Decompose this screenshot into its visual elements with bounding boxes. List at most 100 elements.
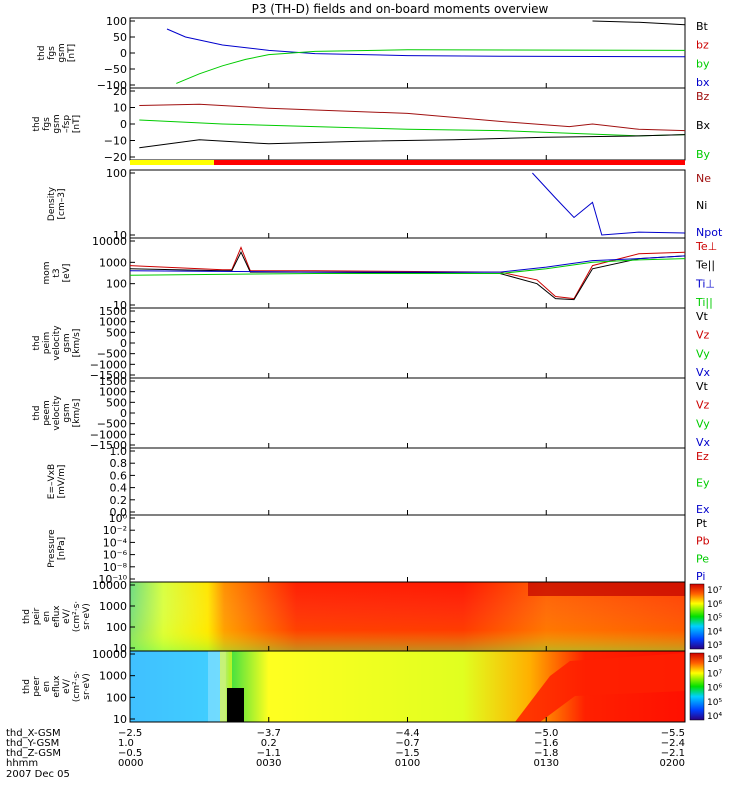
y-tick-label: 10000 — [92, 235, 127, 248]
y-axis-label-line: eflux — [52, 675, 62, 698]
y-tick-label: 10⁻⁸ — [103, 561, 128, 574]
colorbar — [689, 583, 705, 650]
y-tick-label: −100 — [97, 79, 127, 92]
y-axis-label-line: velocity — [52, 395, 62, 431]
colorbar-tick-label: 10⁷ — [707, 586, 722, 596]
y-tick-label: 10 — [113, 229, 127, 242]
legend-entry: Te⊥ — [695, 240, 717, 253]
panel-4: 10000 1000 100 10 mom t3 [eV] Te⊥ Te|| Ti⊥ Ti|| — [42, 235, 717, 312]
y-tick-label: 10⁻¹⁰ — [98, 573, 127, 586]
y-axis-label-line: sr·eV) — [82, 673, 92, 699]
colorbar-tick-label: 10⁵ — [707, 698, 722, 708]
legend-entry: Vt — [696, 380, 709, 393]
y-tick-label: 10 — [113, 299, 127, 312]
y-tick-label: −1000 — [90, 428, 127, 441]
colorbar-tick-label: 10⁵ — [707, 614, 722, 624]
y-axis-label: thd fgs gsm [nT] — [37, 43, 77, 62]
time-axis-value: 0000 — [118, 758, 143, 769]
legend-entry: Vt — [696, 310, 709, 323]
legend-entry: bz — [696, 39, 709, 52]
y-tick-label: 0 — [120, 337, 127, 350]
time-axis-value: −3.7 — [257, 728, 281, 739]
y-axis-label-line: [cm–3] — [57, 189, 67, 220]
y-axis-label-line: eV/ — [62, 608, 72, 624]
y-axis-label-line: E=–VxB — [47, 464, 57, 499]
y-axis-label-line: mom — [42, 261, 52, 284]
legend-entry: Vz — [696, 329, 710, 342]
colorbar-tick-label: 10⁷ — [707, 669, 722, 679]
y-axis-label-line: gsm — [57, 43, 67, 62]
y-tick-label: 50 — [113, 31, 127, 44]
y-tick-label: 500 — [106, 396, 127, 409]
colorbar-tick-label: 10⁸ — [707, 655, 722, 665]
legend-entry: Bt — [696, 20, 709, 33]
series-line-Bz — [139, 103, 686, 132]
y-axis-label-line: (cm²·s· — [72, 601, 82, 632]
colorbar-tick-label: 10⁶ — [707, 684, 722, 694]
y-tick-label: 100 — [106, 691, 127, 704]
legend-entry: Pt — [696, 517, 708, 530]
y-axis-label: thd peer en eflux eV/(cm²·s· sr·eV) — [22, 671, 92, 702]
y-tick-label: 100 — [106, 621, 127, 634]
series-line-Ti⊥ — [129, 255, 686, 273]
y-tick-label: 10⁻² — [103, 524, 127, 537]
legend-entry: Vx — [696, 436, 711, 449]
legend-entry: Ex — [696, 503, 710, 516]
legend-entry: by — [696, 57, 710, 70]
y-tick-label: 100 — [106, 15, 127, 28]
legend-entry: Bz — [696, 90, 710, 103]
mode-bar-yellow — [130, 160, 214, 165]
time-axis-value: 0100 — [395, 758, 420, 769]
mode-status-bar — [130, 160, 685, 165]
y-tick-label: 100 — [106, 167, 127, 180]
legend-entry: Pb — [696, 535, 710, 548]
y-tick-label: 10000 — [92, 579, 127, 592]
y-tick-label: 1500 — [99, 305, 127, 318]
y-tick-label: −1500 — [90, 369, 127, 382]
y-tick-label: 10 — [113, 713, 127, 726]
y-tick-label: 0.6 — [110, 469, 128, 482]
y-tick-label: 10⁻⁴ — [103, 536, 128, 549]
panel-10: 10⁸ 10⁷ 10⁶ 10⁵ 10⁴ 10000 1000 100 10 thd peer en ef… — [22, 648, 722, 726]
y-axis-label-line: thd — [22, 609, 32, 624]
y-tick-label: 0.0 — [110, 506, 128, 519]
series-line-Te|| — [129, 251, 686, 301]
y-tick-label: 100 — [106, 278, 127, 291]
panel-2: 20 10 0 −10 −20 thd fgs gsm –fsp [nT] Bz Bx By — [32, 85, 711, 164]
time-axis-value: −2.5 — [118, 728, 142, 739]
legend-entry: Ez — [696, 450, 709, 463]
y-axis-label: thd peim velocity gsm [km/s] — [32, 325, 82, 361]
colorbar-tick-label: 10⁴ — [707, 712, 722, 722]
y-axis-label: E=–VxB [mV/m] — [47, 464, 67, 499]
legend-entry: Ni — [696, 199, 707, 212]
y-axis-label-line: peir — [32, 607, 42, 625]
legend-entry: Ey — [696, 477, 710, 490]
plot-frame — [129, 17, 686, 89]
spectrogram-band — [528, 582, 685, 596]
y-axis-label-line: fgs — [47, 46, 57, 60]
y-axis-label-line: en — [42, 681, 52, 692]
y-axis-label-line: eV/ — [62, 678, 72, 694]
y-axis-label-line: peim — [42, 332, 52, 355]
y-axis-label: mom t3 [eV] — [42, 261, 72, 284]
y-axis-label-line: [nT] — [67, 44, 77, 62]
legend-entry: Vy — [696, 417, 710, 430]
y-axis-label: Pressure [nPa] — [47, 529, 67, 568]
time-axis-value: −5.5 — [661, 728, 685, 739]
time-axis-value: 0030 — [256, 758, 281, 769]
legend-entry: Ti|| — [695, 296, 713, 309]
y-tick-label: −1500 — [90, 439, 127, 452]
series-line-By — [139, 119, 686, 137]
y-axis-label: thd peem velocity gsm [km/s] — [32, 395, 82, 431]
time-axis-value: −0.5 — [118, 748, 142, 759]
series-line-bx — [166, 28, 686, 58]
legend-entry: Pi — [696, 570, 705, 583]
y-tick-label: 10 — [113, 642, 127, 655]
y-axis-label-line: [nPa] — [57, 537, 67, 560]
spectrogram-plume — [515, 653, 685, 722]
y-tick-label: −10 — [104, 135, 127, 148]
y-axis-label-line: [eV] — [62, 264, 72, 283]
colorbar-tick-label: 10⁴ — [707, 627, 722, 637]
series-line-Bt — [592, 20, 686, 26]
mode-bar-red — [214, 160, 685, 165]
